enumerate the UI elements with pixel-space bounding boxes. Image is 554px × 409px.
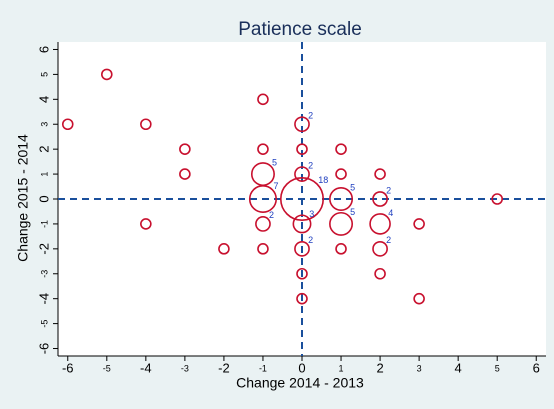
- x-axis-title: Change 2014 - 2013: [236, 375, 364, 391]
- x-tick-label: -6: [62, 360, 74, 375]
- bubble-label: 2: [386, 185, 391, 195]
- bubble: [279, 176, 325, 222]
- bubble: [329, 211, 354, 236]
- y-axis-title: Change 2015 - 2014: [15, 134, 31, 262]
- bubble: [294, 116, 310, 133]
- x-tick-label: -4: [140, 360, 152, 375]
- x-tick-label: -1: [259, 363, 267, 373]
- bubble: [374, 267, 386, 280]
- bubble: [140, 118, 152, 131]
- x-tick-label: 2: [376, 360, 383, 375]
- y-tick-label: -1: [39, 220, 49, 228]
- x-tick-label: 3: [417, 363, 422, 373]
- x-tick-label: 4: [455, 360, 462, 375]
- x-tick-label: -2: [218, 360, 230, 375]
- y-tick-label: 1: [39, 172, 49, 177]
- bubble: [335, 143, 347, 155]
- bubble: [255, 216, 271, 232]
- bubble: [296, 292, 308, 305]
- y-tick-label: -2: [36, 243, 51, 255]
- y-tick-label: -3: [39, 270, 49, 278]
- bubble: [296, 143, 308, 155]
- y-tick-label: 2: [36, 146, 51, 153]
- bubble: [329, 187, 354, 211]
- y-tick-label: 6: [36, 46, 51, 53]
- bubble: [257, 243, 269, 255]
- bubble: [369, 213, 391, 235]
- x-tick-label: -3: [181, 363, 189, 373]
- bubble-label: 5: [350, 207, 355, 217]
- bubble: [296, 267, 308, 280]
- x-tick-label: 1: [339, 363, 344, 373]
- bubble: [292, 214, 312, 234]
- bubble-label: 5: [272, 157, 277, 167]
- chart-title: Patience scale: [238, 19, 362, 40]
- bubble: [491, 193, 504, 205]
- y-tick-label: -6: [36, 343, 51, 355]
- bubble: [179, 168, 191, 180]
- bubble: [413, 292, 425, 305]
- bubble: [257, 93, 269, 106]
- y-tick-label: -4: [36, 293, 51, 305]
- bubble-label: 2: [386, 235, 391, 245]
- bubble-label: 7: [273, 181, 278, 191]
- bubble: [294, 240, 310, 257]
- bubble-label: 4: [388, 208, 393, 218]
- bubble: [218, 243, 230, 255]
- bubble-label: 5: [350, 182, 355, 192]
- y-tick-label: 4: [36, 96, 51, 103]
- x-tick-label: 5: [495, 363, 500, 373]
- bubble: [335, 243, 347, 255]
- x-tick-label: -5: [103, 363, 111, 373]
- bubble: [372, 191, 388, 207]
- x-tick-label: 6: [533, 360, 540, 375]
- bubble: [248, 184, 277, 214]
- bubble: [179, 143, 191, 155]
- bubble: [294, 166, 310, 182]
- bubble-label: 2: [269, 210, 274, 220]
- x-tick-label: 0: [298, 360, 305, 375]
- y-tick-label: -5: [39, 320, 49, 328]
- bubble: [140, 218, 152, 230]
- bubble: [372, 240, 388, 257]
- y-tick-label: 5: [39, 72, 49, 77]
- bubble: [335, 168, 347, 180]
- bubble: [101, 68, 113, 81]
- bubble-label: 2: [308, 111, 313, 121]
- bubble-label: 2: [308, 160, 313, 170]
- y-tick-label: 3: [39, 122, 49, 127]
- bubble-label: 2: [308, 235, 313, 245]
- y-tick-label: 0: [36, 195, 51, 202]
- bubble: [413, 218, 425, 230]
- bubble: [374, 168, 386, 180]
- bubble-label: 3: [309, 209, 314, 219]
- bubble-label: 18: [318, 175, 328, 185]
- bubble: [61, 118, 74, 131]
- bubble: [257, 143, 269, 155]
